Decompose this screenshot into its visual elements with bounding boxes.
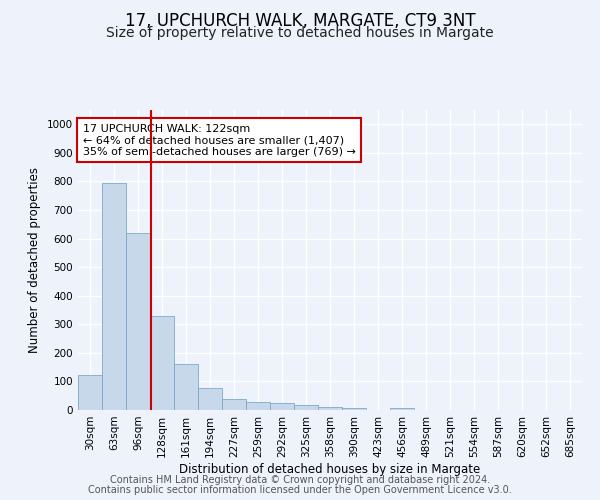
Bar	[78, 375, 102, 410]
Text: 17, UPCHURCH WALK, MARGATE, CT9 3NT: 17, UPCHURCH WALK, MARGATE, CT9 3NT	[125, 12, 475, 30]
Bar	[126, 233, 150, 410]
Text: 17 UPCHURCH WALK: 122sqm
← 64% of detached houses are smaller (1,407)
35% of sem: 17 UPCHURCH WALK: 122sqm ← 64% of detach…	[83, 124, 356, 156]
Bar	[342, 408, 366, 410]
Bar	[270, 403, 294, 410]
Bar	[102, 184, 126, 410]
Bar	[294, 405, 318, 410]
Text: Contains HM Land Registry data © Crown copyright and database right 2024.: Contains HM Land Registry data © Crown c…	[110, 475, 490, 485]
Bar	[222, 398, 246, 410]
Text: Contains public sector information licensed under the Open Government Licence v3: Contains public sector information licen…	[88, 485, 512, 495]
Bar	[198, 388, 222, 410]
Y-axis label: Number of detached properties: Number of detached properties	[28, 167, 41, 353]
Bar	[246, 402, 270, 410]
Bar	[318, 406, 342, 410]
Bar	[150, 316, 174, 410]
Bar	[390, 408, 414, 410]
X-axis label: Distribution of detached houses by size in Margate: Distribution of detached houses by size …	[179, 462, 481, 475]
Bar	[174, 364, 198, 410]
Text: Size of property relative to detached houses in Margate: Size of property relative to detached ho…	[106, 26, 494, 40]
